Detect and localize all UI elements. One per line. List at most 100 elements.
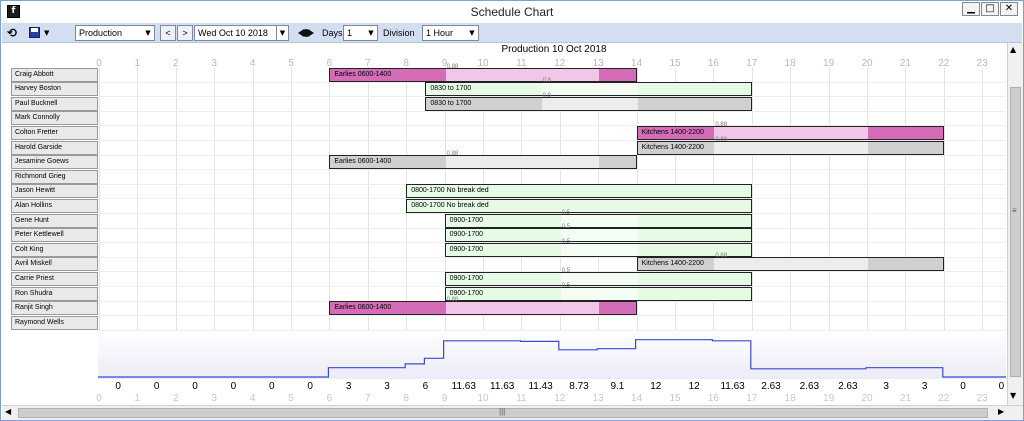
employee-name[interactable]: Alan Hollins	[11, 198, 98, 213]
employee-name[interactable]: Ron Shudra	[11, 286, 98, 301]
calendar-icon[interactable]: ▼	[276, 26, 288, 40]
staff-count-label: 0	[269, 381, 275, 392]
shift-bar[interactable]: 0.8 0830 to 1700	[425, 78, 752, 97]
close-icon[interactable]: ✕	[1000, 2, 1018, 16]
horizontal-scroll-thumb[interactable]: |||	[18, 407, 988, 418]
employee-name[interactable]: Ranjit Singh	[11, 301, 98, 316]
employee-name[interactable]: Colt King	[11, 242, 98, 257]
hour-label-bottom: 1	[134, 393, 141, 404]
shift-bar[interactable]: 0.88 Earlies 0600-1400	[329, 297, 637, 316]
scroll-right-icon[interactable]: ▶	[998, 407, 1005, 416]
shift-bar[interactable]: 0.88 Earlies 0600-1400	[329, 64, 637, 82]
hour-label-bottom: 3	[211, 393, 217, 404]
employee-name[interactable]: Avril Miskell	[11, 257, 98, 272]
refresh-icon[interactable]: ⟲	[7, 26, 18, 40]
hour-label-top: 0	[96, 58, 102, 69]
employee-name[interactable]: Gene Hunt	[11, 213, 98, 228]
shift-bar[interactable]: 0.88 Kitchens 1400-2200	[636, 122, 944, 140]
employee-name[interactable]: Carrie Priest	[11, 271, 98, 286]
hour-label-top: 7	[365, 58, 371, 69]
window-title: Schedule Chart	[470, 5, 554, 19]
staff-count-label: 11.43	[528, 381, 553, 392]
division-label: Division	[383, 28, 415, 38]
shift-bar[interactable]: 0.5 0900-1700	[444, 224, 752, 243]
schedule-chart: Production 10 Oct 2018 Craig Abbott Harve…	[2, 43, 1006, 405]
date-picker[interactable]: Wed Oct 10 2018 ▼	[194, 25, 289, 41]
department-select[interactable]: Production ▼	[75, 25, 155, 41]
shift-bar[interactable]: 0.5 0900-1700	[444, 268, 752, 286]
staff-count-label: 12	[688, 381, 700, 392]
staff-count-label: 2.63	[838, 381, 858, 392]
hour-label-bottom: 10	[477, 393, 489, 404]
today-icon[interactable]	[296, 25, 316, 41]
employee-name[interactable]: Richmond Grieg	[11, 169, 98, 184]
break-duration-label: 0.5	[561, 209, 571, 216]
hour-gridline	[367, 67, 369, 368]
scroll-left-icon[interactable]: ◀	[5, 407, 12, 416]
vertical-scrollbar[interactable]: ▲ ≡ ▼	[1007, 43, 1023, 405]
employee-name[interactable]: Mark Connolly	[11, 111, 98, 126]
hour-gridline	[867, 67, 868, 368]
hour-gridline	[751, 67, 753, 368]
hour-label-bottom: 21	[899, 393, 911, 404]
staff-count-label: 2.63	[761, 381, 781, 392]
minimize-icon[interactable]: ▁	[962, 2, 980, 16]
hour-label-top: 3	[211, 58, 217, 69]
employee-name[interactable]: Colton Fretter	[11, 125, 98, 140]
division-select[interactable]: 1 Hour ▼	[422, 25, 479, 41]
break-duration-label: 0.5	[561, 238, 571, 245]
hour-label-top: 13	[592, 58, 604, 69]
shift-break-segment	[541, 83, 638, 96]
employee-name[interactable]: Harvey Boston	[11, 82, 98, 97]
shift-bar[interactable]: 0800-1700 No break ded	[406, 198, 752, 213]
row-gridline	[98, 256, 1006, 258]
shift-bar[interactable]: 0.5 0900-1700	[444, 239, 752, 257]
hour-label-bottom: 6	[326, 393, 333, 404]
hour-label-bottom: 16	[707, 393, 719, 404]
horizontal-scrollbar[interactable]: ◀ ||| ▶	[2, 405, 1023, 420]
employee-name[interactable]: Jason Hewitt	[11, 184, 98, 199]
hour-label-top: 2	[173, 58, 179, 69]
prev-day-button[interactable]: <	[160, 25, 176, 41]
employee-name[interactable]: Craig Abbott	[11, 67, 98, 82]
hour-gridline	[214, 67, 216, 368]
shift-label: Earlies 0600-1400	[334, 70, 392, 78]
employee-name[interactable]: Paul Bucknell	[11, 96, 98, 111]
hour-gridline	[137, 67, 139, 368]
hour-label-bottom: 17	[746, 393, 758, 404]
shift-bar[interactable]: 0.5 0900-1700	[444, 210, 752, 228]
shift-break-segment	[714, 258, 868, 271]
hour-gridline	[291, 67, 292, 368]
shift-label: 0830 to 1700	[430, 85, 472, 93]
next-day-button[interactable]: >	[177, 25, 193, 41]
hour-label-bottom: 20	[861, 393, 873, 404]
staff-count-label: 0	[115, 381, 121, 392]
shift-bar[interactable]: 0800-1700 No break ded	[406, 184, 752, 199]
shift-label: 0900-1700	[449, 216, 484, 224]
hour-label-bottom: 7	[365, 393, 371, 404]
employee-name[interactable]: Peter Kettlewell	[11, 228, 98, 243]
shift-bar[interactable]: 0.88 Kitchens 1400-2200	[636, 253, 944, 272]
staff-count-label: 3	[883, 381, 889, 392]
scroll-up-icon[interactable]: ▲	[1010, 45, 1017, 54]
hour-label-top: 21	[899, 58, 911, 69]
vertical-scroll-thumb[interactable]: ≡	[1010, 87, 1021, 377]
days-select[interactable]: 1 ▼	[343, 25, 378, 41]
scroll-down-icon[interactable]: ▼	[1010, 391, 1017, 400]
employee-name[interactable]: Raymond Wells	[11, 315, 98, 330]
shift-label: 0900-1700	[449, 274, 484, 282]
staff-count-label: 11.63	[720, 381, 745, 392]
save-dropdown-icon[interactable]: ▼	[44, 29, 50, 37]
shift-bar[interactable]: 0.88 Earlies 0600-1400	[329, 151, 637, 170]
save-icon[interactable]	[27, 25, 43, 41]
break-duration-label: 0.88	[446, 151, 459, 158]
staff-count-label: 6	[422, 381, 429, 392]
employee-name[interactable]: Harold Garside	[11, 140, 98, 155]
shift-bar[interactable]: 0.5 0900-1700	[444, 283, 752, 301]
maximize-icon[interactable]: □	[981, 2, 999, 16]
shift-bar[interactable]: 0.8 0830 to 1700	[425, 93, 752, 111]
employee-name[interactable]: Jesamine Goews	[11, 155, 98, 170]
shift-bar[interactable]: 0.88 Kitchens 1400-2200	[636, 137, 944, 155]
division-value: 1 Hour	[426, 28, 454, 38]
department-value: Production	[79, 28, 123, 38]
